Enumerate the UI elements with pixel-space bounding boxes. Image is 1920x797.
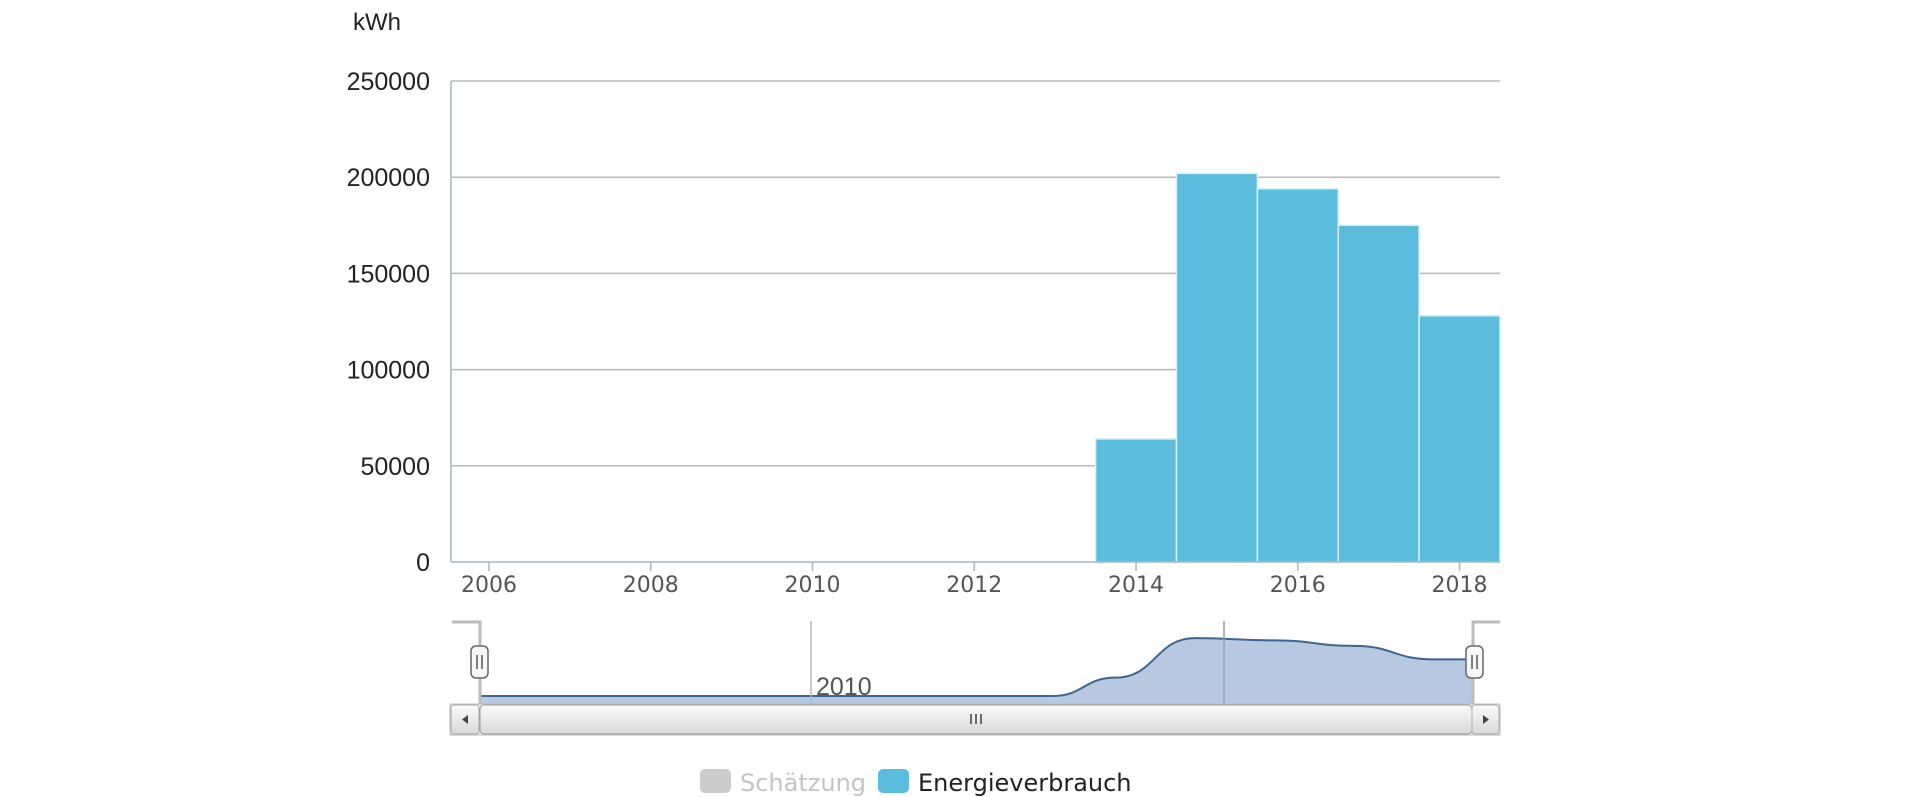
x-tick-labels: 2006 2008 2010 2012 2014 2016 2018: [461, 573, 1488, 598]
bar-2017[interactable]: [1337, 224, 1420, 563]
grip-icon: [970, 714, 982, 724]
legend-item-energieverbrauch[interactable]: Energieverbrauch: [878, 769, 1132, 797]
navigator-label: 2010: [816, 673, 872, 701]
scroll-left-button[interactable]: [450, 704, 480, 735]
bars: [1094, 172, 1501, 563]
navigator[interactable]: 2010: [452, 620, 1500, 705]
scroll-right-button[interactable]: [1471, 704, 1500, 735]
scrollbar[interactable]: [449, 703, 1501, 736]
x-tick-label: 2006: [461, 573, 517, 598]
x-tick-label: 2018: [1432, 573, 1488, 598]
legend-swatch: [700, 769, 731, 793]
y-tick-label: 200000: [347, 164, 430, 192]
x-tick-label: 2010: [785, 573, 841, 598]
x-tick-label: 2012: [946, 573, 1002, 598]
y-tick-labels: 0 50000 100000 150000 200000 250000: [347, 68, 430, 577]
y-tick-label: 100000: [347, 357, 430, 385]
y-tick-label: 250000: [347, 68, 430, 96]
navigator-handle-left[interactable]: [470, 645, 489, 679]
legend-item-schaetzung[interactable]: Schätzung: [700, 769, 866, 797]
scroll-thumb[interactable]: [479, 704, 1473, 735]
bar-2016[interactable]: [1256, 187, 1339, 563]
legend-label: Schätzung: [740, 769, 866, 797]
bar-2018[interactable]: [1418, 314, 1501, 563]
arrow-left-icon: [462, 715, 468, 724]
navigator-handle-right[interactable]: [1465, 645, 1484, 679]
y-axis-unit: kWh: [353, 9, 401, 36]
arrow-right-icon: [1483, 715, 1489, 724]
y-tick-label: 0: [416, 549, 430, 577]
legend-swatch: [878, 769, 909, 793]
legend: Schätzung Energieverbrauch: [700, 769, 1132, 797]
y-tick-label: 150000: [347, 260, 430, 288]
x-tick-label: 2014: [1108, 573, 1164, 598]
x-tick-label: 2016: [1270, 573, 1326, 598]
navigator-series-line: [480, 637, 1473, 698]
y-tick-label: 50000: [360, 453, 430, 481]
legend-label: Energieverbrauch: [918, 769, 1132, 797]
axes: [450, 81, 1500, 571]
bar-2015[interactable]: [1175, 172, 1259, 563]
x-tick-label: 2008: [623, 573, 679, 598]
bar-2014[interactable]: [1094, 438, 1178, 563]
navigator-series-area: [480, 638, 1473, 704]
